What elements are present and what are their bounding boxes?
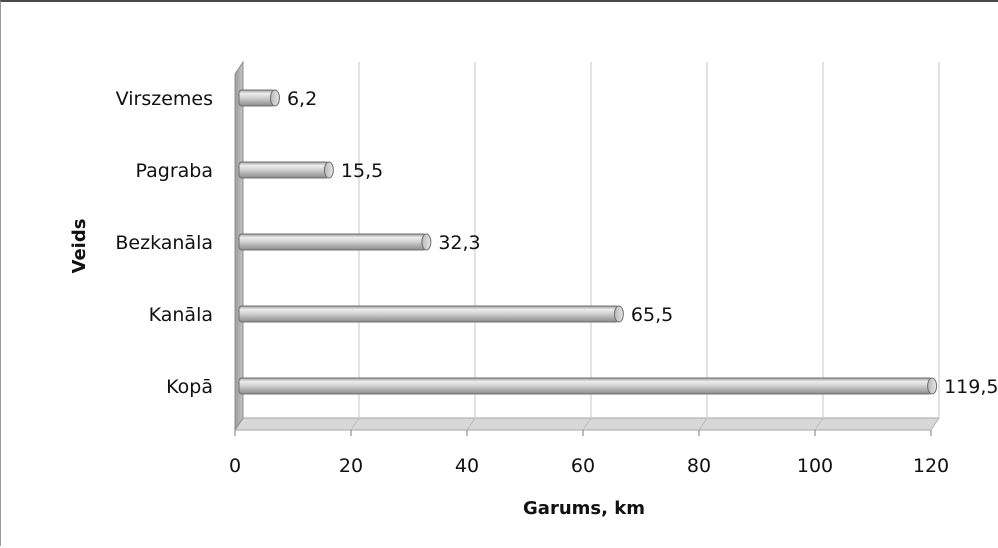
floor-gridline <box>930 417 940 431</box>
x-tick-label: 80 <box>687 455 711 477</box>
bar-end-cap <box>421 233 432 251</box>
x-tick-label: 120 <box>913 455 949 477</box>
x-tick-label: 40 <box>455 455 479 477</box>
bar <box>238 233 427 251</box>
bars <box>238 89 938 395</box>
bar <box>238 377 933 395</box>
bar <box>238 89 276 107</box>
bar <box>238 161 330 179</box>
bar-end-cap <box>323 161 334 179</box>
floor-gridline <box>466 417 476 431</box>
gridlines <box>234 62 940 436</box>
floor-gridline <box>350 417 360 431</box>
x-tick-label: 60 <box>571 455 595 477</box>
category-label: Kopā <box>166 376 213 398</box>
floor-gridline <box>582 417 592 431</box>
floor-gridline <box>698 417 708 431</box>
floor-gridline <box>814 417 824 431</box>
data-label: 65,5 <box>631 304 673 326</box>
category-label: Bezkanāla <box>115 232 213 254</box>
x-tick-label: 20 <box>339 455 363 477</box>
data-label: 32,3 <box>438 232 480 254</box>
category-label: Virszemes <box>116 88 213 110</box>
data-label: 6,2 <box>287 88 317 110</box>
bar-end-cap <box>613 305 624 323</box>
category-label: Pagraba <box>136 160 213 182</box>
x-tick-label: 100 <box>797 455 833 477</box>
bar <box>238 305 620 323</box>
x-axis-title: Garums, km <box>523 498 645 519</box>
x-tick-label: 0 <box>229 455 241 477</box>
y-axis-title: Veids <box>69 219 90 274</box>
bar-end-cap <box>927 377 938 395</box>
category-label: Kanāla <box>149 304 213 326</box>
data-label: 119,5 <box>944 376 998 398</box>
bar-end-cap <box>269 89 280 107</box>
data-label: 15,5 <box>341 160 383 182</box>
labels: 0 20 40 60 80 100 120 Kopā 119,5 Kanāla 65,5 Bezkan… <box>115 88 998 477</box>
